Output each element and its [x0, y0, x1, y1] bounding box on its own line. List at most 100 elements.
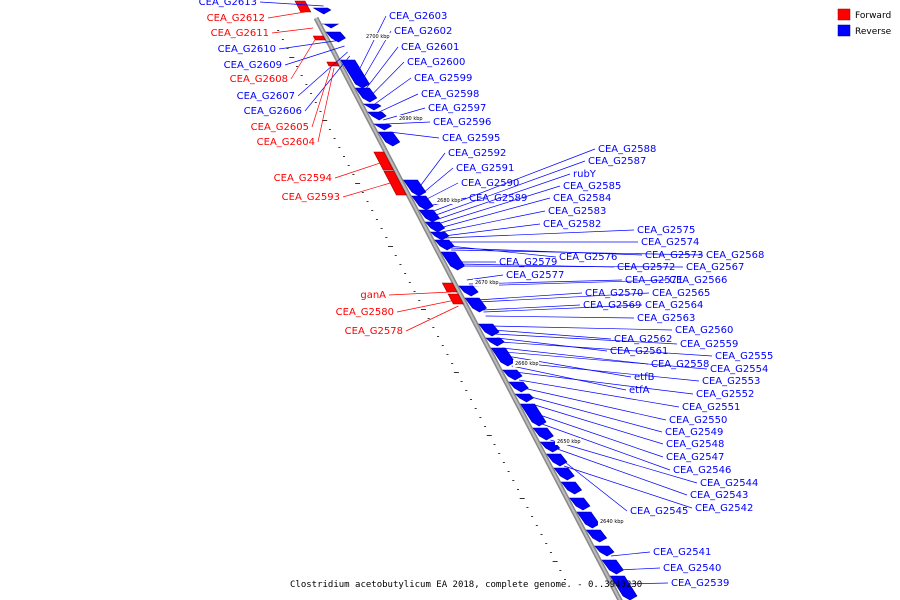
gene-label: CEA_G2584 [553, 193, 611, 204]
minor-tick [451, 363, 454, 364]
gene-glyph [539, 441, 561, 453]
gene-label: CEA_G2598 [421, 89, 479, 100]
gene-glyph [569, 497, 591, 511]
label-connector [518, 379, 680, 408]
gene-label: CEA_G2612 [207, 13, 265, 24]
label-connector [466, 274, 504, 281]
label-connector [433, 160, 586, 217]
gene-label: CEA_G2576 [559, 252, 617, 263]
label-connector [366, 46, 399, 89]
label-connector [271, 27, 314, 34]
position-tick-label: 2650 kbp [557, 439, 581, 445]
minor-tick [352, 174, 355, 175]
label-connector [311, 63, 333, 128]
minor-tick [441, 345, 444, 346]
minor-tick [289, 57, 295, 58]
label-connector [527, 395, 663, 433]
gene-label: CEA_G2544 [700, 478, 758, 489]
minor-tick [486, 435, 492, 436]
gene-label: CEA_G2577 [506, 270, 564, 281]
gene-label: CEA_G2593 [282, 192, 340, 203]
minor-tick [469, 399, 472, 400]
label-connector [418, 152, 446, 189]
gene-label: CEA_G2540 [663, 563, 721, 574]
gene-label: CEA_G2590 [461, 178, 519, 189]
label-connector [396, 299, 456, 313]
minor-tick [347, 165, 350, 166]
label-connector [385, 121, 431, 125]
gene-glyph [326, 61, 340, 67]
minor-tick [531, 516, 534, 517]
gene-glyph [601, 559, 624, 575]
label-connector [370, 61, 405, 97]
label-connector [405, 305, 459, 332]
gene-glyph [312, 7, 332, 15]
gene-label: etfA [629, 385, 650, 396]
label-connector [342, 181, 394, 198]
minor-tick [375, 219, 378, 220]
label-connector [374, 77, 412, 105]
gene-glyph [609, 575, 638, 600]
gene-label: CEA_G2575 [637, 225, 695, 236]
minor-tick [286, 48, 289, 49]
minor-tick [502, 462, 505, 463]
gene-labels: CEA_G2613 CEA_G2612 CEA_G2611 CEA_G2610 CEA_… [199, 0, 774, 589]
minor-tick [322, 120, 328, 121]
position-tick-label: 2670 kbp [475, 280, 499, 286]
legend-forward-label: Forward [855, 11, 891, 21]
gene-glyph [373, 123, 392, 131]
position-ticks: 2700 kbp 2690 kbp 2680 kbp 2670 kbp 2660 kbp… [364, 33, 624, 525]
label-connector [278, 39, 342, 50]
gene-glyph [362, 103, 382, 111]
label-connector [448, 245, 557, 258]
minor-tick [453, 372, 459, 373]
gene-label: CEA_G2559 [680, 339, 738, 350]
tick-background [555, 438, 581, 445]
position-tick-label: 2640 kbp [600, 519, 624, 525]
gene-glyph [514, 393, 535, 403]
label-connector [378, 93, 419, 113]
gene-label: CEA_G2545 [630, 506, 688, 517]
label-connector [478, 292, 650, 303]
gene-label: CEA_G2611 [211, 28, 269, 39]
minor-tick [388, 246, 394, 247]
gene-label: CEA_G2567 [686, 262, 744, 273]
minor-tick [446, 354, 449, 355]
tick-background [435, 197, 461, 204]
minor-tick [465, 390, 468, 391]
minor-tick [281, 39, 284, 40]
gene-label: CEA_G2563 [637, 313, 695, 324]
label-connector [492, 329, 612, 340]
gene-glyph [294, 0, 312, 13]
gene-label: CEA_G2603 [389, 11, 447, 22]
minor-tick [517, 489, 519, 490]
label-connector [502, 347, 649, 365]
gene-label: CEA_G2554 [710, 364, 768, 375]
minor-tick [420, 309, 426, 310]
label-connector [439, 197, 551, 229]
gene-label: CEA_G2573 [645, 250, 703, 261]
label-connector [523, 387, 667, 421]
minor-tick [460, 381, 463, 382]
tick-marks [277, 30, 567, 580]
minor-tick [343, 156, 345, 157]
gene-label: CEA_G2601 [401, 42, 459, 53]
gene-label: CEA_G2595 [442, 133, 500, 144]
minor-tick [394, 255, 397, 256]
gene-glyph [553, 467, 575, 481]
gene-label: CEA_G2571 [625, 275, 683, 286]
label-connector [610, 551, 651, 557]
legend-forward-swatch [837, 8, 851, 21]
legend-reverse-label: Reverse [855, 27, 892, 37]
minor-tick [355, 183, 361, 184]
label-connector [297, 51, 348, 97]
tick-background [397, 115, 423, 122]
label-connector [550, 439, 698, 484]
gene-label: CEA_G2591 [456, 163, 514, 174]
label-connector [497, 337, 608, 352]
gene-glyph [532, 427, 554, 441]
label-connector [536, 413, 664, 458]
gene-glyph [585, 529, 608, 543]
gene-glyph [325, 31, 346, 43]
label-connector [284, 45, 345, 66]
